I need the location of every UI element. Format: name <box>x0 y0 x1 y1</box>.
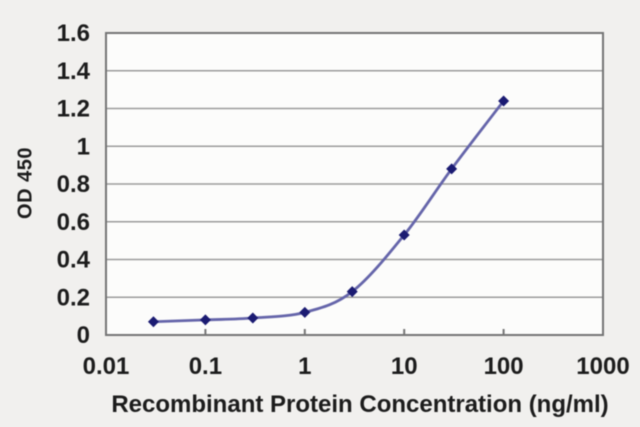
data-point-marker <box>299 306 311 318</box>
x-tick-label: 1 <box>298 353 311 380</box>
x-tick-label: 0.01 <box>83 353 130 380</box>
y-tick-label: 0.4 <box>57 247 91 274</box>
data-point-marker <box>346 286 358 298</box>
y-tick-label: 1.6 <box>57 20 90 47</box>
y-tick-label: 1.4 <box>57 58 91 85</box>
data-point-marker <box>147 316 159 328</box>
plot-border <box>105 32 604 336</box>
x-tick-label: 1000 <box>576 353 629 380</box>
data-point-marker <box>398 229 410 241</box>
x-tick-label: 100 <box>484 353 524 380</box>
y-tick-label: 0.8 <box>57 171 90 198</box>
y-tick-label: 0 <box>77 322 90 349</box>
x-tick-label: 0.1 <box>189 353 222 380</box>
y-tick-label: 1 <box>77 133 90 160</box>
data-point-marker <box>498 95 510 107</box>
data-point-marker <box>199 314 211 326</box>
y-tick-label: 1.2 <box>57 96 90 123</box>
data-point-marker <box>247 312 259 324</box>
x-tick-label: 10 <box>391 353 418 380</box>
data-point-marker <box>446 163 458 175</box>
y-tick-label: 0.2 <box>57 284 90 311</box>
y-axis-title: OD 450 <box>14 147 37 219</box>
y-tick-label: 0.6 <box>57 209 90 236</box>
x-axis-title: Recombinant Protein Concentration (ng/ml… <box>111 391 609 418</box>
